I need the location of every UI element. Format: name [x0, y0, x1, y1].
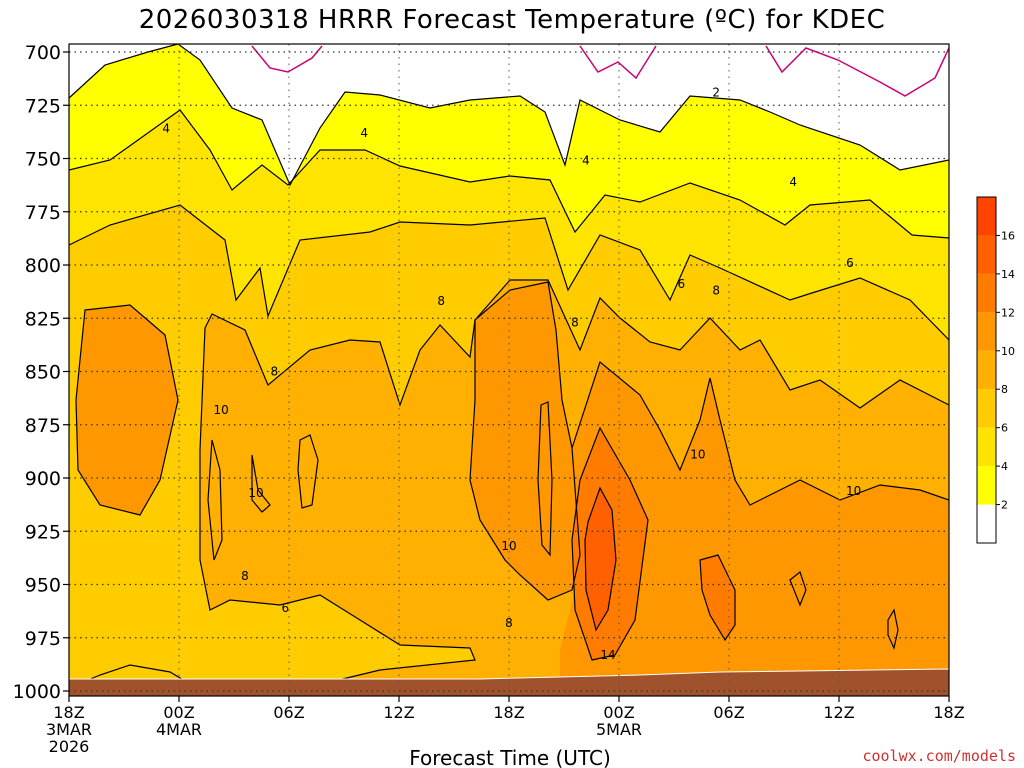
colorbar-tick-label-6: 14 — [1001, 268, 1015, 281]
contour-label-6: 6 — [678, 277, 686, 291]
x-tick-label-4-line1: 18Z — [493, 703, 524, 722]
credit-link[interactable]: coolwx.com/models — [862, 747, 1016, 765]
contour-10-east — [469, 281, 581, 601]
freezing-contour — [251, 45, 949, 97]
x-tick-label-3-line1: 12Z — [383, 703, 414, 722]
y-tick-label-800: 800 — [25, 255, 61, 277]
contour-2 — [69, 44, 949, 187]
colorbar-tick-label-0: 2 — [1001, 499, 1008, 512]
contour-label-16: 10 — [248, 486, 263, 500]
x-tick-label-0-line1: 18Z — [53, 703, 84, 722]
contour-label-19: 14 — [600, 648, 615, 662]
x-tick-label-5-line2: 5MAR — [596, 720, 642, 739]
contour-label-7: 6 — [282, 601, 290, 615]
contour-labels: 2 4 4 4 4 6 6 6 8 8 8 8 8 8 10 10 10 10 10 14 — [162, 85, 861, 661]
contour-8 — [199, 279, 949, 691]
contour-label-9: 8 — [712, 284, 720, 298]
y-tick-label-750: 750 — [25, 149, 61, 171]
contour-12-east — [699, 554, 736, 642]
colorbar: 2 4 6 8 10 12 14 16 — [976, 196, 1015, 544]
contour-12-small — [789, 570, 807, 607]
contour-10-small-a — [207, 439, 223, 561]
colorbar-swatch-1 — [977, 466, 996, 505]
contour-label-10: 8 — [571, 316, 579, 330]
contour-label-17: 10 — [846, 484, 861, 498]
contour-10-west — [75, 304, 179, 516]
colorbar-tick-label-7: 16 — [1001, 229, 1015, 242]
y-tick-label-775: 775 — [25, 202, 61, 224]
colorbar-swatch-0 — [977, 504, 996, 543]
x-tick-label-7-line1: 12Z — [823, 703, 854, 722]
contour-label-2: 4 — [360, 126, 368, 140]
contour-label-0: 2 — [712, 85, 720, 99]
y-tick-label-875: 875 — [25, 415, 61, 437]
colorbar-tick-label-4: 10 — [1001, 345, 1015, 358]
colorbar-swatch-6 — [977, 273, 996, 313]
contour-label-8: 8 — [437, 294, 445, 308]
y-tick-label-950: 950 — [25, 575, 61, 597]
x-tick-label-0-line3: 2026 — [49, 737, 90, 756]
y-tick-label-725: 725 — [25, 95, 61, 117]
contour-4 — [69, 109, 949, 239]
contour-label-15: 10 — [690, 448, 705, 462]
band-10-12-core — [560, 362, 949, 696]
contour-10-small-c — [297, 434, 319, 509]
x-tick-label-0-line2: 3MAR — [46, 720, 92, 739]
contour-12-small-b — [887, 608, 899, 650]
colorbar-swatch-8 — [977, 197, 996, 236]
band-14-16 — [585, 488, 616, 630]
colorbar-swatch-2 — [977, 427, 996, 467]
contour-14 — [584, 486, 617, 632]
x-tick-label-1-line1: 00Z — [163, 703, 194, 722]
y-tick-label-925: 925 — [25, 521, 61, 543]
colorbar-tick-label-5: 12 — [1001, 306, 1015, 319]
contour-label-4: 4 — [789, 175, 797, 189]
contour-label-1: 4 — [162, 122, 170, 136]
colorbar-tick-label-3: 8 — [1001, 383, 1008, 396]
band-10-12-west — [76, 305, 178, 515]
contour-10-core — [571, 360, 949, 506]
colorbar-tick-label-2: 6 — [1001, 422, 1008, 435]
contour-6 — [69, 204, 949, 341]
band-12-14-east — [700, 555, 735, 640]
freezing-line-mid — [579, 45, 657, 80]
contour-label-18: 10 — [501, 539, 516, 553]
x-tick-label-2-line1: 06Z — [273, 703, 304, 722]
contour-label-13: 8 — [505, 616, 513, 630]
contour-10-small-b — [251, 454, 271, 513]
contour-10-small-d — [537, 401, 553, 557]
colorbar-swatch-7 — [977, 235, 996, 274]
contour-label-5: 6 — [846, 256, 854, 270]
contour-label-11: 8 — [271, 365, 279, 379]
x-tick-label-6-line1: 06Z — [713, 703, 744, 722]
freezing-line-west — [251, 45, 323, 73]
y-axis: 700 725 750 775 800 825 850 875 900 925 950 975 1000 — [13, 42, 69, 703]
y-tick-label-850: 850 — [25, 362, 61, 384]
colorbar-swatch-4 — [977, 350, 996, 390]
x-tick-label-8-line1: 18Z — [933, 703, 964, 722]
y-tick-label-825: 825 — [25, 308, 61, 330]
colorbar-swatch-3 — [977, 389, 996, 428]
contour-label-3: 4 — [582, 154, 590, 168]
x-tick-label-5-line1: 00Z — [603, 703, 634, 722]
colorbar-frame — [976, 196, 997, 544]
chart-title: 2026030318 HRRR Forecast Temperature (ºC… — [139, 5, 886, 35]
contour-label-12: 8 — [241, 569, 249, 583]
colorbar-swatch-5 — [977, 312, 996, 351]
y-tick-label-900: 900 — [25, 468, 61, 490]
x-tick-label-1-line2: 4MAR — [156, 720, 202, 739]
y-tick-label-700: 700 — [25, 42, 61, 64]
x-axis-title: Forecast Time (UTC) — [409, 746, 611, 768]
freezing-line-east — [765, 45, 949, 97]
y-tick-label-1000: 1000 — [13, 681, 61, 703]
colorbar-tick-label-1: 4 — [1001, 460, 1008, 473]
y-tick-label-975: 975 — [25, 628, 61, 650]
band-10-12-east — [470, 282, 580, 600]
contour-label-14: 10 — [214, 403, 229, 417]
